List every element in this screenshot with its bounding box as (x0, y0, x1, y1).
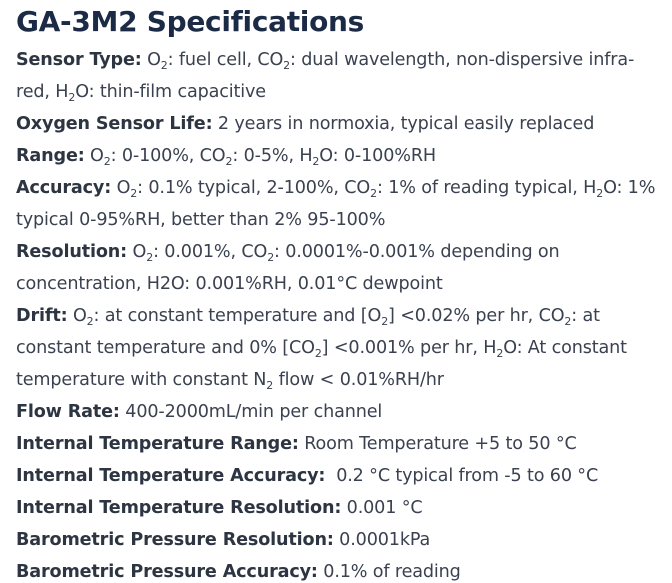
spec-value: : 0.001%, CO (153, 242, 268, 262)
page-title: GA-3M2 Specifications (16, 5, 365, 38)
spec-value: : at constant temperature and [O (93, 306, 382, 326)
spec-item: Internal Temperature Range: Room Tempera… (16, 428, 664, 460)
spec-value: Room Temperature +5 to 50 °C (298, 434, 577, 454)
spec-value: : 0-5%, H (232, 146, 313, 166)
spec-item: Internal Temperature Resolution: 0.001 °… (16, 492, 664, 524)
spec-value: O: 1% typical 0-95%RH, better than 2% 95… (16, 178, 661, 230)
spec-value: O (84, 146, 104, 166)
spec-value: ] <0.02% per hr, CO (388, 306, 565, 326)
spec-item: Internal Temperature Accuracy: 0.2 °C ty… (16, 460, 664, 492)
spec-item: Flow Rate: 400-2000mL/min per channel (16, 396, 664, 428)
spec-subscript: 2 (283, 59, 291, 72)
spec-label: Internal Temperature Resolution: (16, 498, 342, 518)
spec-item: Range: O2: 0-100%, CO2: 0-5%, H2O: 0-100… (16, 140, 664, 172)
spec-item: Barometric Pressure Accuracy: 0.1% of re… (16, 556, 664, 583)
spec-subscript: 2 (146, 251, 154, 264)
spec-subscript: 2 (564, 315, 572, 328)
spec-value: 0.001 °C (341, 498, 423, 518)
spec-value: ] <0.001% per hr, H (321, 338, 497, 358)
spec-value: O (127, 242, 147, 262)
spec-value: : 1% of reading typical, H (376, 178, 597, 198)
spec-value: flow < 0.01%RH/hr (273, 370, 444, 390)
spec-value: O: thin-film capacitive (75, 82, 266, 102)
spec-value: O: 0-100%RH (319, 146, 436, 166)
spec-label: Flow Rate: (16, 402, 120, 422)
spec-label: Internal Temperature Range: (16, 434, 299, 454)
spec-subscript: 2 (370, 187, 377, 200)
spec-value: : fuel cell, CO (167, 50, 284, 70)
spec-item: Barometric Pressure Resolution: 0.0001kP… (16, 524, 664, 556)
spec-label: Drift: (16, 306, 68, 326)
spec-subscript: 2 (314, 347, 322, 360)
spec-value: O: At constant temperature with constant… (16, 338, 633, 390)
spec-label: Accuracy: (16, 178, 112, 198)
spec-value: : dual wavelength, non-dispersive infra-… (16, 50, 635, 102)
spec-subscript: 2 (596, 187, 604, 200)
spec-label: Range: (16, 146, 85, 166)
spec-subscript: 2 (86, 315, 94, 328)
spec-label: Resolution: (16, 242, 128, 262)
spec-label: Barometric Pressure Resolution: (16, 530, 334, 550)
spec-value: 2 years in normoxia, typical easily repl… (212, 114, 595, 134)
spec-value: 0.0001kPa (333, 530, 431, 550)
spec-subscript: 2 (312, 155, 320, 168)
spec-subscript: 2 (496, 347, 504, 360)
spec-value: O (67, 306, 87, 326)
spec-value: : at constant temperature and 0% [CO (16, 306, 606, 358)
spec-value: 0.2 °C typical from -5 to 60 °C (325, 466, 599, 486)
spec-value: : 0-100%, CO (110, 146, 226, 166)
spec-value: : 0.1% typical, 2-100%, CO (137, 178, 371, 198)
spec-subscript: 2 (267, 251, 275, 264)
spec-subscript: 2 (160, 59, 168, 72)
spec-item: Resolution: O2: 0.001%, CO2: 0.0001%-0.0… (16, 236, 664, 300)
spec-label: Barometric Pressure Accuracy: (16, 562, 318, 582)
spec-subscript: 2 (103, 155, 111, 168)
spec-subscript: 2 (266, 379, 274, 392)
spec-value: 400-2000mL/min per channel (119, 402, 383, 422)
spec-item: Sensor Type: O2: fuel cell, CO2: dual wa… (16, 44, 664, 108)
spec-label: Oxygen Sensor Life: (16, 114, 213, 134)
spec-item: Oxygen Sensor Life: 2 years in normoxia,… (16, 108, 664, 140)
spec-item: Drift: O2: at constant temperature and [… (16, 300, 664, 396)
spec-label: Sensor Type: (16, 50, 142, 70)
spec-value: 0.1% of reading (317, 562, 461, 582)
spec-item: Accuracy: O2: 0.1% typical, 2-100%, CO2:… (16, 172, 664, 236)
spec-value: : 0.0001%-0.001% depending on concentrat… (16, 242, 565, 294)
spec-subscript: 2 (381, 315, 389, 328)
spec-label: Internal Temperature Accuracy: (16, 466, 326, 486)
spec-subscript: 2 (130, 187, 138, 200)
spec-subscript: 2 (225, 155, 233, 168)
spec-value: O (141, 50, 161, 70)
spec-value: O (111, 178, 131, 198)
spec-list: Sensor Type: O2: fuel cell, CO2: dual wa… (16, 44, 664, 583)
spec-subscript: 2 (68, 91, 76, 104)
